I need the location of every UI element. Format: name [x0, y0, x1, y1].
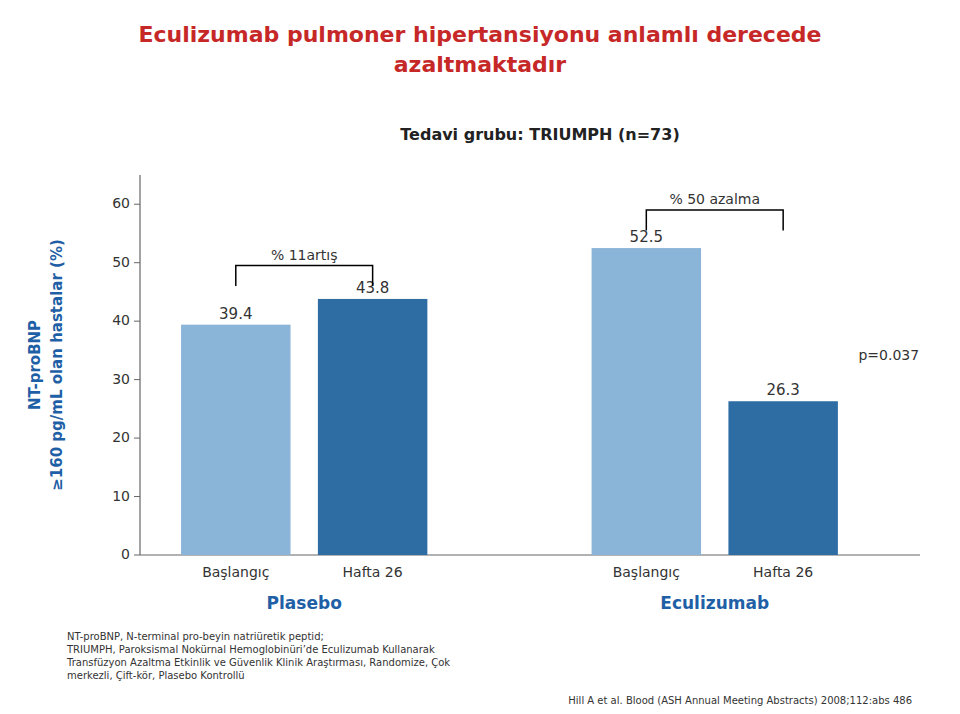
y-tick-label: 0	[121, 546, 130, 562]
y-tick	[134, 438, 140, 439]
y-tick-label: 20	[112, 429, 130, 445]
bars	[181, 248, 838, 555]
y-axis-label-line: NT-proBNP	[26, 320, 44, 410]
x-tick-label: Başlangıç	[202, 564, 269, 580]
data-label: 52.5	[630, 228, 663, 246]
footnote-line: NT-proBNP, N-terminal pro-beyin natriüre…	[67, 631, 324, 642]
bar	[318, 299, 427, 555]
y-tick-label: 60	[112, 195, 130, 211]
footnote-line: Transfüzyon Azaltma Etkinlik ve Güvenlik…	[66, 657, 450, 668]
y-tick	[134, 379, 140, 380]
bracket	[236, 266, 373, 286]
data-label: 26.3	[766, 381, 799, 399]
data-label: 39.4	[219, 305, 252, 323]
y-tick	[134, 204, 140, 205]
source: Hill A et al. Blood (ASH Annual Meeting …	[568, 695, 912, 706]
y-tick	[134, 321, 140, 322]
y-tick-label: 40	[112, 312, 130, 328]
group-label: Plasebo	[267, 593, 342, 613]
annotations: % 11artış % 50 azalma p=0.037	[236, 191, 919, 363]
footnote: NT-proBNP, N-terminal pro-beyin natriüre…	[66, 631, 450, 681]
subtitle: Tedavi grubu: TRIUMPH (n=73)	[400, 125, 679, 144]
bar	[592, 248, 701, 555]
chart: Eculizumab pulmoner hipertansiyonu anlam…	[0, 0, 960, 714]
title-line: azaltmaktadır	[394, 52, 567, 77]
y-axis-label: NT-proBNP≥160 pg/mL olan hastalar (%)	[26, 239, 66, 491]
y-tick-label: 50	[112, 254, 130, 270]
bracket-label: % 50 azalma	[669, 191, 760, 207]
y-tick	[134, 496, 140, 497]
bracket-label: % 11artış	[271, 247, 338, 263]
annotation-text: p=0.037	[858, 347, 919, 363]
y-tick	[134, 555, 140, 556]
footnote-line: merkezli, Çift-kör, Plasebo Kontrollü	[67, 670, 245, 681]
x-tick-label: Hafta 26	[753, 564, 813, 580]
footnote-line: TRIUMPH, Paroksismal Nokürnal Hemoglobin…	[66, 644, 435, 655]
x-tick-label: Başlangıç	[613, 564, 680, 580]
y-axis: 0 10 20 30 40 50 60	[112, 175, 140, 562]
x-tick-label: Hafta 26	[343, 564, 403, 580]
y-tick-label: 10	[112, 488, 130, 504]
y-tick-label: 30	[112, 371, 130, 387]
title: Eculizumab pulmoner hipertansiyonu anlam…	[139, 22, 822, 77]
bracket	[646, 210, 783, 230]
bar	[181, 325, 290, 555]
group-label: Eculizumab	[660, 593, 769, 613]
labels: 39.4Başlangıç43.8Hafta 2652.5Başlangıç26…	[202, 228, 813, 613]
y-axis-label-line: ≥160 pg/mL olan hastalar (%)	[48, 239, 66, 491]
bar	[728, 401, 837, 555]
y-axis-line	[139, 175, 140, 555]
title-line: Eculizumab pulmoner hipertansiyonu anlam…	[139, 22, 822, 47]
y-tick	[134, 262, 140, 263]
